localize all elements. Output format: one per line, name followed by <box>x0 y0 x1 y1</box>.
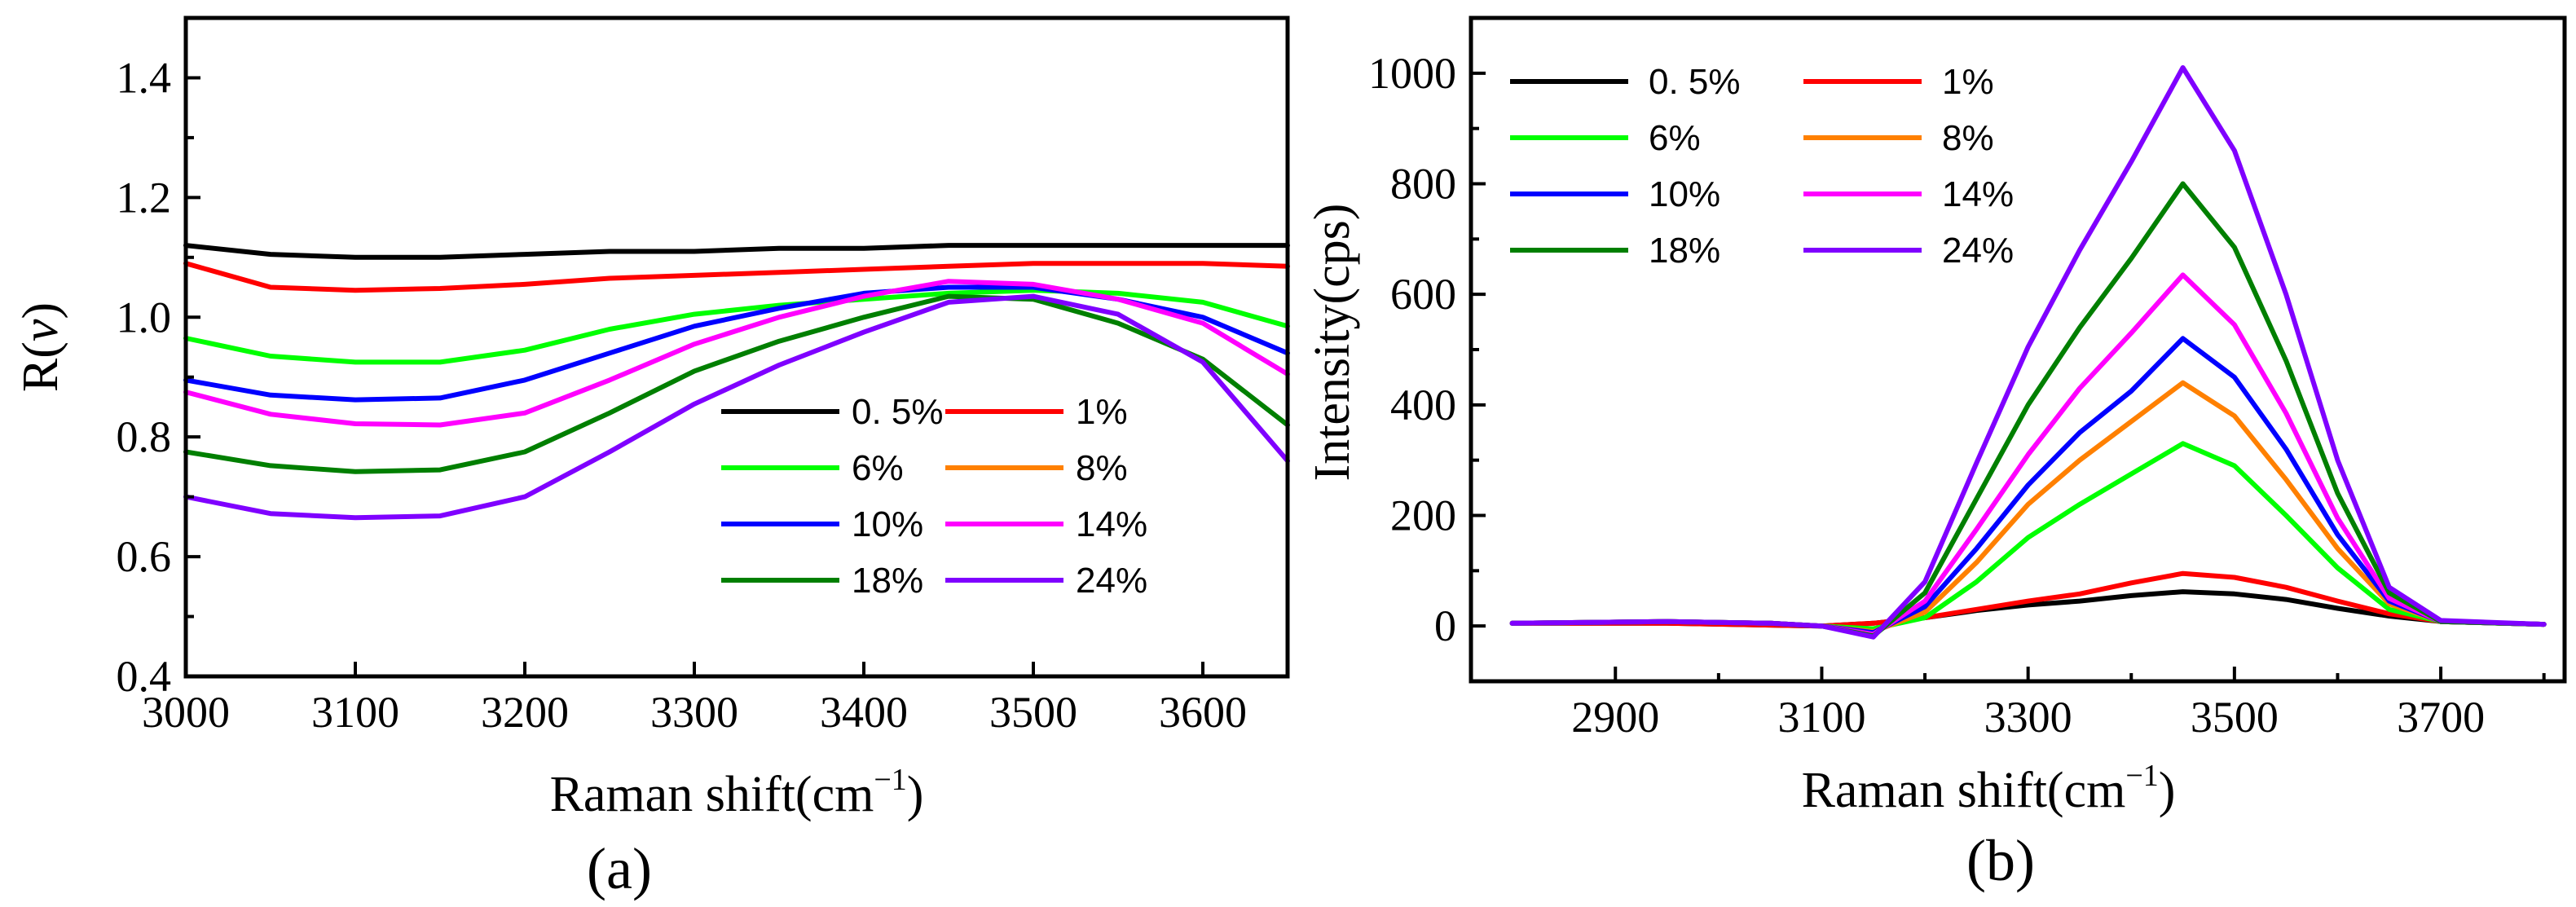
panel-a-y-tick-label: 1.2 <box>117 173 172 222</box>
panel-b-series-14 <box>1509 272 2547 637</box>
panel-a-legend-label-1: 1% <box>1076 392 1128 432</box>
panel-b-legend-label-0-5: 0. 5% <box>1649 62 1741 102</box>
panel-a-x-tick-label: 3400 <box>820 688 908 737</box>
panel-a-x-axis-label: Raman shift(cm−1) <box>550 763 924 822</box>
panel-b-legend-label-6: 6% <box>1649 118 1701 158</box>
panel-b-legend-label-10: 10% <box>1649 174 1720 214</box>
panel-b-x-tick-label: 3500 <box>2191 693 2279 742</box>
panel-a-x-tick-label: 3600 <box>1159 688 1247 737</box>
panel-b-y-tick-label: 1000 <box>1368 49 1456 98</box>
panel-a-y-tick-label: 0.4 <box>117 652 172 701</box>
panel-b-plot-frame <box>1469 15 2567 684</box>
panel-a-x-tick-label: 3500 <box>989 688 1077 737</box>
panel-b-series-24 <box>1509 65 2547 640</box>
panel-b-legend-label-14: 14% <box>1942 174 2014 214</box>
panel-a-legend: 0. 5% 1% 6% 8% 10% 14% 18% 24% <box>721 392 1147 601</box>
panel-a-x-tick-label: 3100 <box>311 688 399 737</box>
panel-a-series-group <box>183 243 1290 521</box>
panel-a-y-tick-label: 0.8 <box>117 412 172 461</box>
panel-a-legend-label-0-5: 0. 5% <box>852 392 944 432</box>
panel-a-label: (a) <box>587 836 652 901</box>
panel-a-y-axis-label: R(v) <box>13 302 68 392</box>
panel-a-chart: 3000 3100 3200 3300 3400 3500 3600 0.4 0.6 0.8 1.0… <box>13 15 1290 901</box>
panel-b-legend-label-8: 8% <box>1942 118 1994 158</box>
panel-b-legend-label-1: 1% <box>1942 62 1994 102</box>
panel-a-legend-label-6: 6% <box>852 448 904 488</box>
panel-b-x-tick-label: 3700 <box>2397 693 2485 742</box>
panel-a-legend-label-10: 10% <box>852 504 923 544</box>
panel-a-y-tick-label: 1.4 <box>117 53 172 102</box>
panel-a-ticks: 3000 3100 3200 3300 3400 3500 3600 0.4 0.6 0.8 1.0… <box>117 53 1248 737</box>
panel-a-plot-frame <box>183 15 1290 679</box>
panel-a-series-1 <box>183 261 1290 293</box>
panel-a-series-14 <box>183 279 1290 428</box>
panel-a-x-tick-label: 3200 <box>481 688 569 737</box>
panel-b-y-axis-label: Intensity(cps) <box>1305 204 1360 482</box>
panel-b-y-tick-label: 400 <box>1390 381 1456 429</box>
panel-b-series-1 <box>1509 570 2547 629</box>
panel-b-ticks: 2900 3100 3300 3500 3700 0 200 400 600 800 1000 <box>1368 49 2546 742</box>
panel-b-x-tick-label: 3300 <box>1984 693 2072 742</box>
panel-b-legend-label-24: 24% <box>1942 231 2014 271</box>
panel-b-y-tick-label: 200 <box>1390 491 1456 540</box>
panel-a-x-tick-label: 3300 <box>650 688 738 737</box>
panel-b-legend-label-18: 18% <box>1649 231 1720 271</box>
panel-b-y-tick-label: 600 <box>1390 270 1456 319</box>
panel-a-series-6 <box>183 288 1290 365</box>
panel-b-x-tick-label: 3100 <box>1777 693 1865 742</box>
panel-a-legend-label-24: 24% <box>1076 561 1147 601</box>
panel-b-legend: 0. 5% 1% 6% 8% 10% 14% 18% 24% <box>1510 62 2014 271</box>
panel-b-x-tick-label: 2900 <box>1571 693 1659 742</box>
panel-b-label: (b) <box>1966 828 2035 893</box>
panel-b-series-group <box>1509 65 2547 640</box>
panel-b-x-axis-label: Raman shift(cm−1) <box>1802 759 2176 818</box>
panel-b-y-tick-label: 0 <box>1434 601 1456 650</box>
panel-a-x-tick-label: 3000 <box>142 688 230 737</box>
panel-a-series-0-5 <box>183 243 1290 260</box>
panel-b-chart: 2900 3100 3300 3500 3700 0 200 400 600 800 1000 0.… <box>1305 15 2567 893</box>
panel-a-legend-label-8: 8% <box>1076 448 1128 488</box>
panel-a-legend-label-18: 18% <box>852 561 923 601</box>
panel-a-legend-label-14: 14% <box>1076 504 1147 544</box>
panel-a-series-24 <box>183 293 1290 521</box>
panel-a-series-18 <box>183 293 1290 474</box>
panel-b-y-tick-label: 800 <box>1390 160 1456 209</box>
panel-a-y-tick-label: 1.0 <box>117 293 172 341</box>
panel-a-y-tick-label: 0.6 <box>117 532 172 581</box>
